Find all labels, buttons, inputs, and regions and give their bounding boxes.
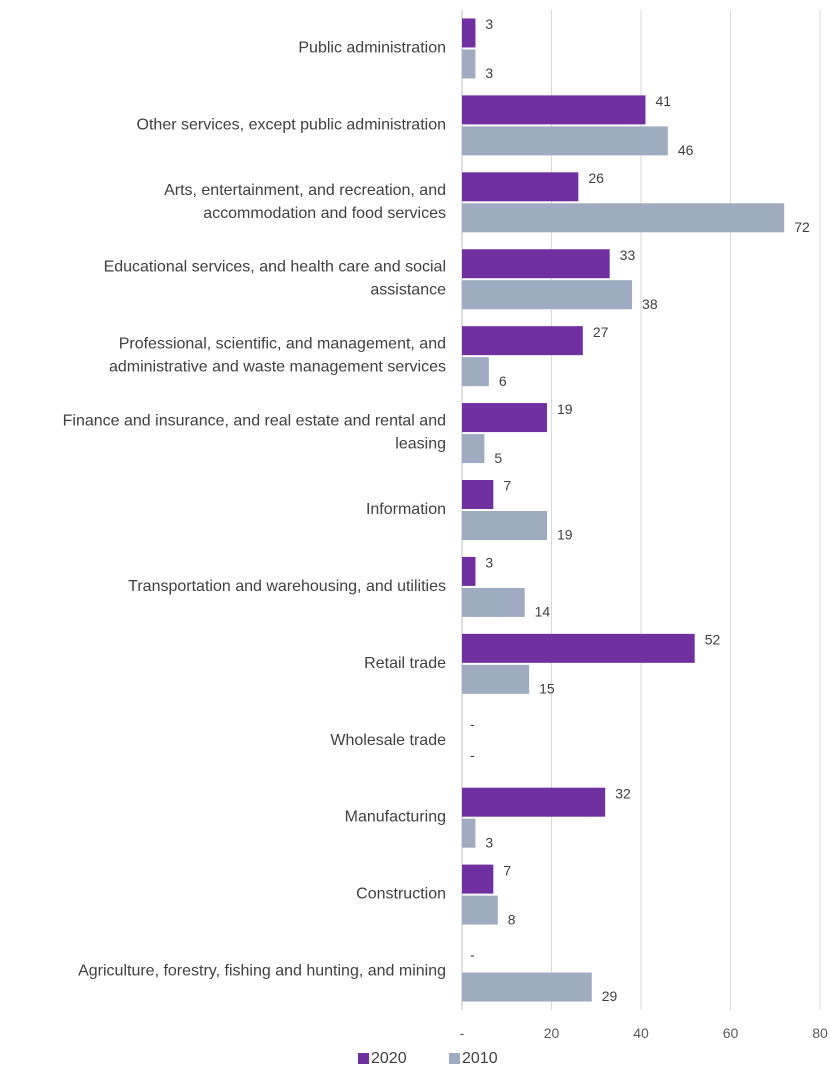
category-label-line: Arts, entertainment, and recreation, and — [164, 182, 446, 199]
bar-2020 — [462, 95, 646, 125]
category-label-line: assistance — [370, 282, 446, 299]
category-label: Other services, except public administra… — [137, 117, 446, 134]
category-label: Public administration — [298, 40, 446, 57]
bar-2020 — [462, 172, 579, 202]
data-label-2020: 3 — [485, 555, 493, 571]
category-label: Manufacturing — [345, 809, 446, 826]
data-label-2010: 29 — [602, 988, 618, 1004]
bar-2010 — [462, 126, 668, 156]
category-label-line: accommodation and food services — [203, 205, 446, 222]
data-label-2020: 33 — [620, 247, 636, 263]
bar-2010 — [462, 664, 530, 694]
data-label-2020: 41 — [655, 93, 671, 109]
bar-2020 — [462, 787, 606, 817]
category-label-line: Other services, except public administra… — [137, 117, 446, 134]
bar-2010 — [462, 280, 633, 310]
category-label: Finance and insurance, and real estate a… — [63, 413, 446, 453]
category-label-line: Information — [366, 501, 446, 518]
data-label-2020: 3 — [485, 16, 493, 32]
bar-2020 — [462, 633, 695, 663]
category-label-line: Public administration — [298, 40, 446, 57]
data-label-2020: 7 — [503, 862, 511, 878]
bar-2010 — [462, 818, 476, 848]
legend-label-2010: 2010 — [462, 1050, 498, 1067]
data-label-2010: 15 — [539, 681, 555, 697]
category-label: Information — [366, 501, 446, 518]
category-label: Professional, scientific, and management… — [109, 336, 446, 376]
data-label-2010: 46 — [678, 142, 694, 158]
category-label-line: Educational services, and health care an… — [104, 259, 446, 276]
data-label-2020: 26 — [588, 170, 604, 186]
category-label-line: leasing — [395, 436, 446, 453]
x-tick-label: 40 — [633, 1025, 649, 1041]
data-label-2010: - — [470, 747, 475, 763]
data-label-2020: 7 — [503, 478, 511, 494]
data-label-2020: 32 — [615, 785, 631, 801]
category-label-line: Construction — [356, 886, 446, 903]
bar-2020 — [462, 556, 476, 586]
bar-2010 — [462, 49, 476, 79]
x-tick-label: 80 — [812, 1025, 828, 1041]
data-label-2020: 27 — [593, 324, 609, 340]
legend-label-2020: 2020 — [371, 1050, 407, 1067]
x-tick-label: 20 — [544, 1025, 560, 1041]
category-label-line: Finance and insurance, and real estate a… — [63, 413, 446, 430]
bar-2010 — [462, 972, 592, 1002]
gridlines — [461, 10, 821, 1010]
bar-2010 — [462, 434, 485, 464]
bar-2010 — [462, 203, 785, 233]
category-label-line: Manufacturing — [345, 809, 446, 826]
x-axis-ticks: - 20 40 60 80 — [460, 1025, 828, 1041]
category-label: Arts, entertainment, and recreation, and… — [164, 182, 446, 222]
bar-2020 — [462, 403, 548, 433]
bar-2010 — [462, 895, 498, 925]
data-label-2010: 3 — [485, 834, 493, 850]
x-tick-label: - — [460, 1025, 465, 1041]
category-label-line: administrative and waste management serv… — [109, 359, 446, 376]
bar-2020 — [462, 864, 494, 894]
category-label-line: Agriculture, forestry, fishing and hunti… — [78, 963, 446, 980]
data-label-2010: 6 — [499, 373, 507, 389]
data-label-2010: 38 — [642, 296, 658, 312]
category-label: Agriculture, forestry, fishing and hunti… — [78, 963, 446, 980]
category-label: Transportation and warehousing, and util… — [128, 578, 446, 595]
bar-2020 — [462, 480, 494, 509]
data-label-2010: 72 — [794, 219, 810, 235]
category-label-line: Professional, scientific, and management… — [119, 336, 446, 353]
data-label-2010: 19 — [557, 527, 573, 543]
legend: 2020 2010 — [358, 1050, 498, 1067]
legend-swatch-2020 — [358, 1053, 369, 1064]
data-label-2020: 52 — [705, 632, 721, 648]
category-label-line: Retail trade — [364, 655, 446, 672]
data-label-2020: - — [470, 947, 475, 963]
bars — [462, 18, 785, 1002]
data-label-2010: 8 — [508, 911, 516, 927]
category-label: Wholesale trade — [330, 732, 446, 749]
bar-2020 — [462, 326, 583, 356]
category-label: Retail trade — [364, 655, 446, 672]
bar-2020 — [462, 249, 610, 279]
category-label: Construction — [356, 886, 446, 903]
data-label-2020: - — [470, 716, 475, 732]
bar-2020 — [462, 18, 476, 48]
bar-2010 — [462, 357, 489, 387]
data-label-2010: 3 — [485, 65, 493, 81]
category-labels: Public administration Other services, exc… — [63, 40, 446, 980]
legend-swatch-2010 — [449, 1053, 460, 1064]
data-label-2010: 5 — [494, 450, 502, 466]
data-label-2010: 14 — [535, 604, 551, 620]
data-label-2020: 19 — [557, 401, 573, 417]
category-label-line: Transportation and warehousing, and util… — [128, 578, 446, 595]
bar-2010 — [462, 587, 525, 617]
x-tick-label: 60 — [723, 1025, 739, 1041]
category-label: Educational services, and health care an… — [104, 259, 447, 299]
category-label-line: Wholesale trade — [330, 732, 446, 749]
bar-2010 — [462, 511, 548, 540]
